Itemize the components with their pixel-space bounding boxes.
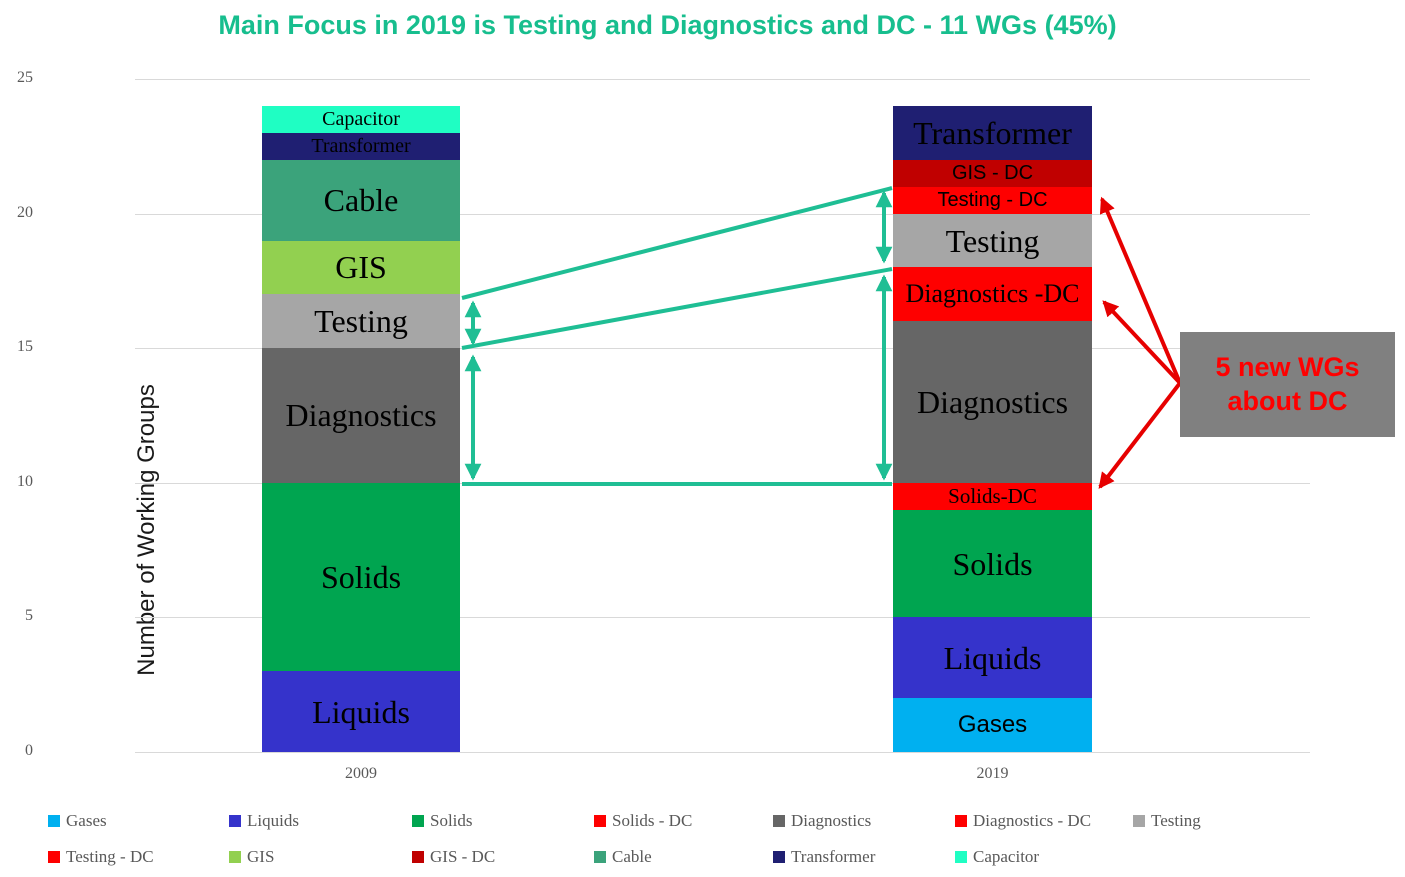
bar-segment-2009-testing: Testing — [262, 294, 460, 349]
bar-segment-label: Testing — [945, 222, 1040, 259]
legend-swatch-testing-dc — [48, 851, 60, 863]
bar-segment-2019-testing: Testing — [893, 213, 1092, 268]
legend-item-cable: Cable — [594, 847, 652, 867]
legend-item-testing: Testing — [1133, 811, 1201, 831]
legend-swatch-solids — [412, 815, 424, 827]
bar-segment-label: Diagnostics — [285, 397, 437, 434]
chart-title: Main Focus in 2019 is Testing and Diagno… — [218, 10, 1117, 40]
legend-item-liquids: Liquids — [229, 811, 299, 831]
bar-segment-label: Gases — [957, 711, 1028, 739]
legend-swatch-testing — [1133, 815, 1145, 827]
legend-label: Liquids — [247, 811, 299, 830]
bar-segment-label: Testing - DC — [937, 189, 1048, 212]
legend-label: Diagnostics — [791, 811, 872, 830]
y-tick-label-10: 10 — [17, 472, 33, 490]
legend-item-capacitor: Capacitor — [955, 847, 1039, 867]
legend-swatch-transformer — [773, 851, 785, 863]
bar-segment-label: GIS - DC — [951, 162, 1034, 185]
bar-segment-label: GIS — [335, 249, 387, 286]
legend-item-gases: Gases — [48, 811, 107, 831]
legend-item-gis-dc: GIS - DC — [412, 847, 495, 867]
legend-label: Diagnostics - DC — [973, 811, 1092, 830]
y-tick-label-0: 0 — [25, 742, 33, 759]
gridline-0 — [135, 752, 1310, 753]
legend-label: Gases — [66, 811, 107, 830]
legend-swatch-gis-dc — [412, 851, 424, 863]
legend-label: GIS — [247, 847, 275, 866]
bar-segment-label: Diagnostics -DC — [905, 279, 1080, 309]
legend-swatch-gases — [48, 815, 60, 827]
legend-swatch-solids-dc — [594, 815, 606, 827]
y-tick-label-15: 15 — [17, 338, 33, 356]
annotation-line1: 5 new WGs — [1215, 351, 1360, 382]
bar-segment-2009-solids: Solids — [262, 482, 460, 672]
bar-segment-2019-liquids: Liquids — [893, 617, 1092, 699]
bar-segment-2009-liquids: Liquids — [262, 671, 460, 752]
bar-segment-label: Solids — [320, 559, 402, 596]
legend-item-gis: GIS — [229, 847, 274, 867]
legend-label: Transformer — [791, 847, 876, 866]
bar-segment-2019-gis-dc: GIS - DC — [893, 159, 1092, 187]
x-tick-label-2019: 2019 — [976, 765, 1009, 782]
y-tick-label-5: 5 — [25, 607, 33, 625]
bar-segment-2009-transformer: Transformer — [262, 132, 460, 160]
legend-label: Testing - DC — [66, 847, 154, 866]
bar-segment-2009-diagnostics: Diagnostics — [262, 348, 460, 483]
legend-swatch-liquids — [229, 815, 241, 827]
legend-label: Solids — [430, 811, 473, 830]
legend-item-diagnostics: Diagnostics — [773, 811, 871, 831]
bar-segment-label: Transformer — [311, 135, 411, 158]
legend-swatch-gis — [229, 851, 241, 863]
annotation-line2: about DC — [1227, 385, 1348, 416]
bar-segment-2019-testing-dc: Testing - DC — [893, 186, 1092, 214]
bar-segment-2019-diagnostics: Diagnostics — [893, 321, 1092, 483]
bar-segment-2019-gases: Gases — [893, 698, 1092, 752]
legend-label: Testing — [1151, 811, 1201, 830]
bar-segment-2019-solids: Solids — [893, 509, 1092, 618]
legend-swatch-diagnostics-dc — [955, 815, 967, 827]
legend-swatch-cable — [594, 851, 606, 863]
legend-item-testing-dc: Testing - DC — [48, 847, 154, 867]
bar-segment-label: Cable — [323, 182, 399, 219]
bar-segment-label: Solids — [952, 545, 1033, 582]
gridline-25 — [135, 79, 1310, 80]
bar-segment-2009-gis: GIS — [262, 240, 460, 295]
bar-segment-label: Liquids — [943, 639, 1042, 676]
bar-segment-label: Testing — [314, 303, 408, 340]
legend-item-diagnostics-dc: Diagnostics - DC — [955, 811, 1091, 831]
bar-segment-label: Transformer — [913, 114, 1072, 151]
bar-segment-label: Diagnostics — [916, 384, 1069, 421]
bar-segment-label: Liquids — [312, 693, 410, 730]
legend-item-transformer: Transformer — [773, 847, 875, 867]
x-tick-label-2009: 2009 — [345, 765, 377, 782]
gridline-5 — [135, 617, 1310, 619]
legend-item-solids-dc: Solids - DC — [594, 811, 692, 831]
legend-label: GIS - DC — [430, 847, 496, 866]
y-tick-label-20: 20 — [17, 203, 33, 221]
bar-segment-2009-cable: Cable — [262, 159, 460, 241]
legend-swatch-capacitor — [955, 851, 967, 863]
legend-swatch-diagnostics — [773, 815, 785, 827]
bar-segment-2009-capacitor: Capacitor — [262, 105, 460, 133]
bar-segment-2019-diagnostics-dc: Diagnostics -DC — [893, 267, 1092, 322]
y-tick-label-25: 25 — [17, 69, 33, 86]
legend-label: Solids - DC — [612, 811, 693, 830]
bar-segment-label: Solids-DC — [948, 483, 1037, 508]
bar-segment-label: Capacitor — [322, 108, 400, 131]
legend-item-solids: Solids — [412, 811, 473, 831]
annotation-box: 5 new WGs about DC — [1180, 332, 1395, 437]
bar-segment-2019-transformer: Transformer — [893, 105, 1092, 160]
legend-label: Cable — [612, 847, 652, 866]
legend-label: Capacitor — [973, 847, 1040, 866]
bar-segment-2019-solids-dc: Solids-DC — [893, 482, 1092, 510]
